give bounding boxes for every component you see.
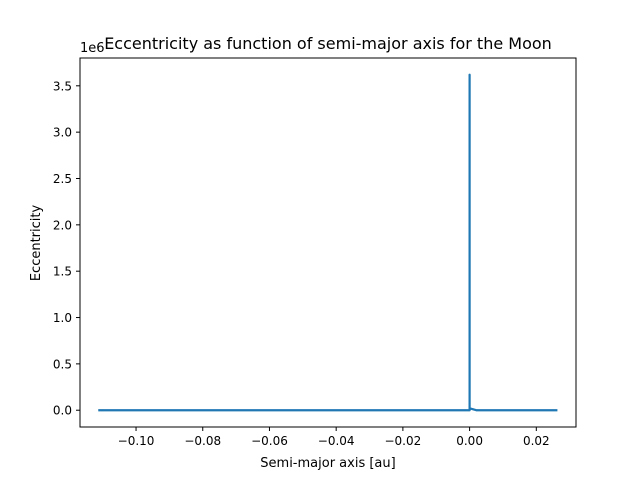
x-tick-label: −0.08	[184, 434, 221, 448]
y-tick-label: 3.5	[53, 79, 72, 93]
x-tick-label: −0.02	[384, 434, 421, 448]
x-tick-label: −0.10	[118, 434, 155, 448]
plot-series	[98, 73, 558, 412]
y-axis: 0.0 0.5 1.0 1.5 2.0 2.5 3.0 3.5	[53, 79, 80, 418]
series-line-0	[98, 73, 558, 412]
y-tick-label: 2.5	[53, 172, 72, 186]
x-tick-label: 0.00	[456, 434, 483, 448]
y-tick-label: 1.0	[53, 311, 72, 325]
x-tick-label: −0.04	[318, 434, 355, 448]
y-axis-label: Eccentricity	[29, 205, 44, 282]
y-offset-label: 1e6	[80, 41, 105, 56]
y-tick-label: 2.0	[53, 218, 72, 232]
chart-title: Eccentricity as function of semi-major a…	[104, 34, 552, 53]
y-tick-label: 3.0	[53, 126, 72, 140]
x-axis-label: Semi-major axis [au]	[260, 456, 395, 471]
x-axis: −0.10 −0.08 −0.06 −0.04 −0.02 0.00 0.02	[118, 427, 550, 448]
x-tick-label: −0.06	[251, 434, 288, 448]
x-tick-label: 0.02	[523, 434, 550, 448]
plot-frame	[79, 57, 577, 428]
y-tick-label: 0.5	[53, 357, 72, 371]
y-tick-label: 1.5	[53, 265, 72, 279]
y-tick-label: 0.0	[53, 404, 72, 418]
